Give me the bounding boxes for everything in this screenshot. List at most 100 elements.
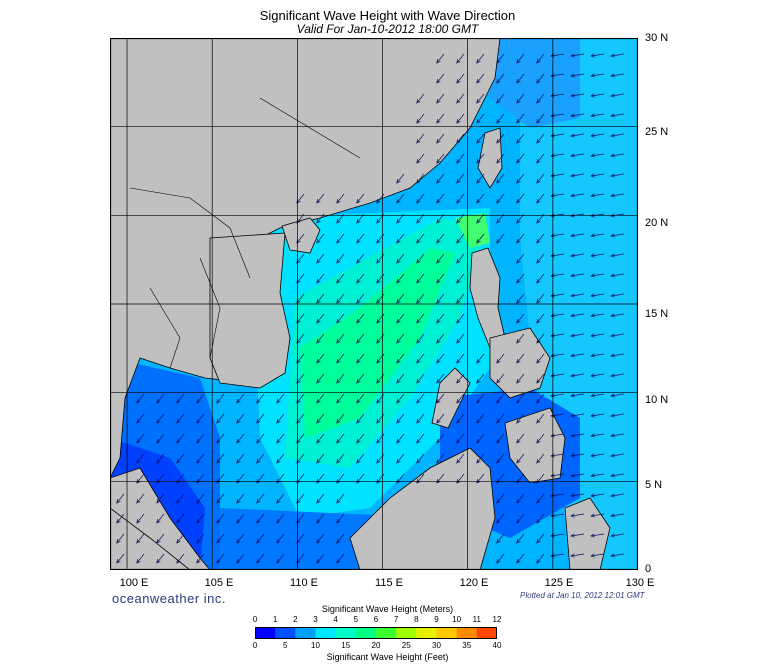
colorbar-swatch — [335, 627, 357, 639]
direction-arrow — [416, 373, 425, 384]
direction-arrow — [610, 373, 625, 378]
direction-arrow — [456, 133, 465, 144]
direction-arrow — [396, 353, 405, 364]
direction-arrow — [396, 253, 405, 264]
direction-arrow — [196, 553, 205, 564]
direction-arrow — [610, 53, 625, 58]
direction-arrow — [336, 353, 345, 364]
direction-arrow — [516, 173, 525, 184]
direction-arrow — [316, 333, 325, 344]
legend-meters-title: Significant Wave Height (Meters) — [321, 604, 454, 614]
direction-arrow — [516, 553, 525, 564]
direction-arrow — [476, 453, 485, 464]
legend-feet-ticks: 0 5 10 15 20 25 30 35 40 — [252, 641, 502, 651]
direction-arrow — [610, 73, 625, 78]
direction-arrow — [496, 393, 505, 404]
direction-arrow — [156, 513, 165, 524]
colorbar-swatch — [456, 627, 478, 639]
colorbar-swatch — [476, 627, 497, 639]
direction-arrow — [570, 513, 585, 518]
direction-arrow — [416, 273, 425, 284]
direction-arrow — [396, 233, 405, 244]
direction-arrow — [516, 93, 525, 104]
direction-arrow — [336, 193, 345, 204]
direction-arrow — [216, 533, 225, 544]
legend-feet-title: Significant Wave Height (Feet) — [326, 652, 449, 662]
direction-arrow — [496, 173, 505, 184]
direction-arrow — [590, 453, 605, 458]
direction-arrow — [416, 453, 425, 464]
direction-arrow — [536, 253, 545, 264]
direction-arrow — [570, 73, 585, 78]
direction-arrow — [476, 173, 485, 184]
direction-arrow — [590, 133, 605, 138]
direction-arrow — [356, 313, 365, 324]
direction-arrow — [570, 133, 585, 138]
direction-arrow — [536, 273, 545, 284]
meters-tick-label: 11 — [472, 615, 481, 624]
direction-arrow — [496, 433, 505, 444]
direction-arrow — [456, 93, 465, 104]
direction-arrow — [476, 133, 485, 144]
direction-arrow — [236, 553, 245, 564]
wave-height-map — [110, 38, 638, 570]
direction-arrow — [476, 93, 485, 104]
meters-tick-label: 10 — [452, 615, 462, 624]
meters-tick-label: 6 — [373, 615, 379, 624]
wave-height-colorbar — [255, 627, 497, 639]
feet-tick-label: 25 — [401, 641, 411, 650]
direction-arrow — [516, 333, 525, 344]
legend-meters-ticks: 0 1 2 3 4 5 6 7 8 9 10 11 12 — [253, 615, 502, 625]
direction-arrow — [136, 533, 145, 544]
border-line — [129, 187, 251, 279]
direction-arrow — [536, 113, 545, 124]
direction-arrow — [536, 173, 545, 184]
indochina-south — [209, 232, 291, 389]
direction-arrow — [536, 533, 545, 544]
direction-arrow — [536, 193, 545, 204]
direction-arrow — [590, 273, 605, 278]
direction-arrow — [610, 193, 625, 198]
direction-arrow — [396, 293, 405, 304]
feet-tick-label: 35 — [462, 641, 472, 650]
direction-arrow — [570, 53, 585, 58]
direction-arrow — [316, 413, 325, 424]
direction-arrow — [316, 273, 325, 284]
colorbar-swatch — [315, 627, 337, 639]
feet-tick-label: 0 — [252, 641, 258, 650]
direction-arrow — [610, 253, 625, 258]
direction-arrow — [590, 353, 605, 358]
direction-arrow — [496, 113, 505, 124]
direction-arrow — [456, 413, 465, 424]
direction-arrow — [476, 393, 485, 404]
direction-arrow — [416, 313, 425, 324]
direction-arrow — [316, 193, 325, 204]
direction-arrow — [336, 233, 345, 244]
direction-arrow — [590, 553, 605, 558]
direction-arrow — [136, 453, 145, 464]
direction-arrow — [116, 513, 125, 524]
direction-arrow — [476, 153, 485, 164]
direction-arrow — [496, 413, 505, 424]
direction-arrow — [396, 393, 405, 404]
direction-arrow — [590, 313, 605, 318]
direction-arrow — [590, 293, 605, 298]
direction-arrow — [396, 373, 405, 384]
direction-arrow — [570, 153, 585, 158]
direction-arrow — [416, 193, 425, 204]
direction-arrow — [316, 513, 325, 524]
feet-tick-label: 15 — [341, 641, 351, 650]
direction-arrow — [570, 433, 585, 438]
direction-arrow — [456, 113, 465, 124]
direction-arrow — [496, 533, 505, 544]
direction-arrow — [516, 53, 525, 64]
direction-arrow — [456, 53, 465, 64]
direction-arrow — [416, 413, 425, 424]
direction-arrow — [590, 233, 605, 238]
direction-arrow — [436, 233, 445, 244]
direction-arrow — [416, 93, 425, 104]
direction-arrow — [456, 293, 465, 304]
direction-arrow — [276, 433, 285, 444]
direction-arrow — [336, 453, 345, 464]
direction-arrow — [610, 333, 625, 338]
